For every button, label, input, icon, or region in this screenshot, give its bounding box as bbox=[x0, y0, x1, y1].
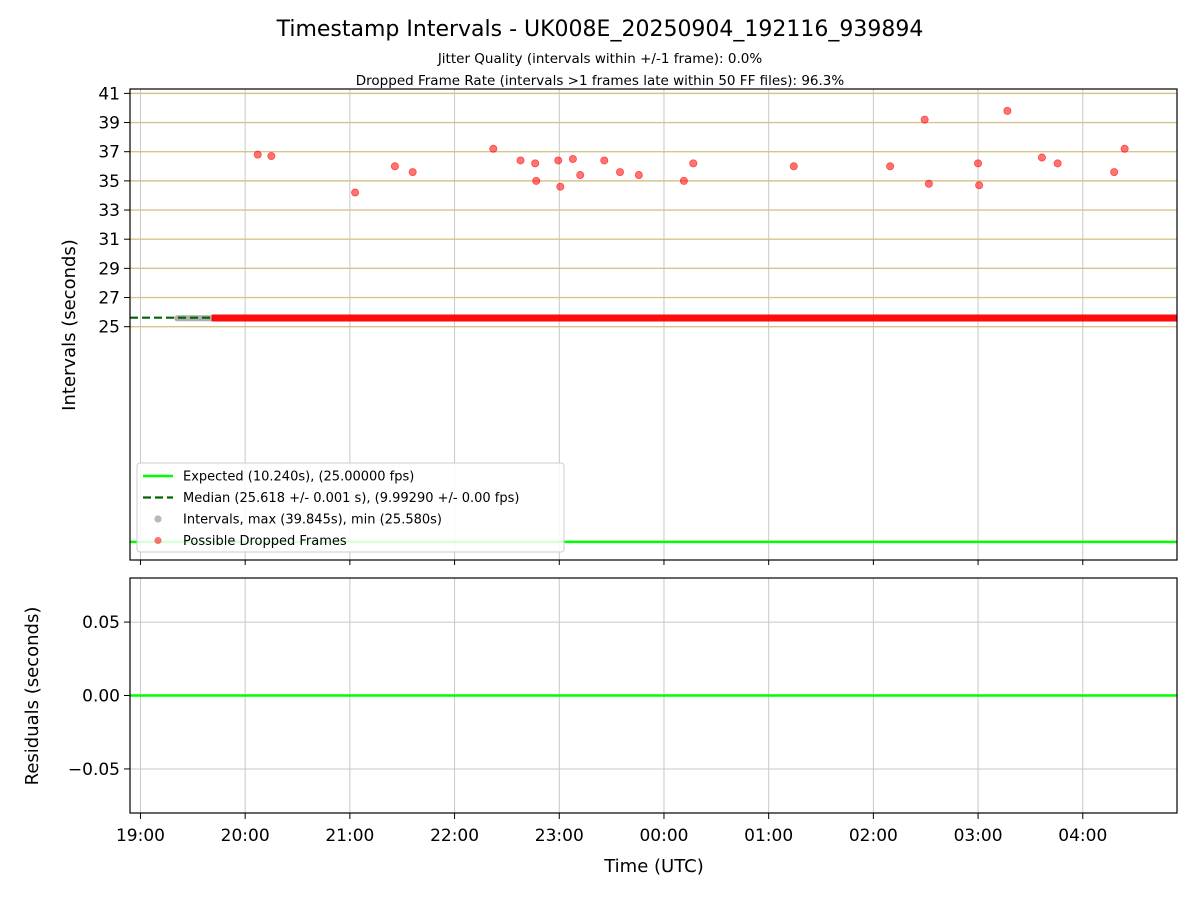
y-tick-label: 39 bbox=[98, 114, 120, 134]
dropped-frame-point bbox=[532, 176, 541, 185]
dropped-frame-point bbox=[1037, 153, 1046, 162]
dropped-frame-point bbox=[554, 156, 563, 165]
residuals-plot: 0.05 0.00 −0.05 19:00 20:00 21:00 22:00 23:00 00… bbox=[68, 577, 1178, 846]
x-tick-label: 21:00 bbox=[325, 826, 374, 846]
dropped-frame-point bbox=[267, 152, 276, 161]
x-tick-label: 01:00 bbox=[744, 826, 793, 846]
dropped-frame-point bbox=[576, 171, 585, 180]
dropped-frame-point bbox=[1053, 159, 1062, 168]
dropped-frame-point bbox=[975, 181, 984, 190]
dropped-frame-point bbox=[679, 176, 688, 185]
dropped-frame-point bbox=[600, 156, 609, 165]
legend-label: Possible Dropped Frames bbox=[183, 534, 347, 549]
dropped-frame-point bbox=[516, 156, 525, 165]
intervals-plot-frame bbox=[129, 88, 1178, 561]
dropped-frame-point bbox=[408, 168, 417, 177]
dropped-frame-point bbox=[531, 159, 540, 168]
dropped-frame-point bbox=[1003, 106, 1012, 115]
dropped-frame-point bbox=[351, 188, 360, 197]
dropped-frame-point bbox=[689, 159, 698, 168]
x-tick-label: 02:00 bbox=[849, 826, 898, 846]
dropped-frame-point bbox=[568, 154, 577, 163]
y-tick-label: −0.05 bbox=[68, 760, 120, 780]
y-tick-label: 41 bbox=[98, 84, 120, 104]
y-tick-label: 25 bbox=[98, 318, 120, 338]
y-tick-label: 29 bbox=[98, 259, 120, 279]
legend-label: Median (25.618 +/- 0.001 s), (9.99290 +/… bbox=[183, 491, 519, 506]
jitter-quality-subtitle: Jitter Quality (intervals within +/-1 fr… bbox=[437, 51, 763, 67]
dropped-frame-point bbox=[974, 159, 983, 168]
x-tick-label: 19:00 bbox=[116, 826, 165, 846]
dropped-frame-point bbox=[920, 115, 929, 124]
y-tick-label: 35 bbox=[98, 172, 120, 192]
intervals-y-axis-label: Intervals (seconds) bbox=[59, 239, 80, 411]
dropped-frame-point bbox=[789, 162, 798, 171]
y-tick-label: 31 bbox=[98, 230, 120, 250]
y-tick-label: 33 bbox=[98, 201, 120, 221]
dropped-frame-point bbox=[634, 171, 643, 180]
dropped-frame-point bbox=[886, 162, 895, 171]
x-tick-label: 20:00 bbox=[221, 826, 270, 846]
chart-title: Timestamp Intervals - UK008E_20250904_19… bbox=[276, 17, 924, 42]
dropped-frame-point bbox=[1110, 168, 1119, 177]
x-axis-label: Time (UTC) bbox=[603, 856, 704, 877]
y-tick-label: 0.00 bbox=[82, 687, 120, 707]
legend-box bbox=[136, 462, 565, 553]
dropped-frame-point bbox=[556, 182, 565, 191]
dropped-frame-point bbox=[615, 168, 624, 177]
legend-label: Expected (10.240s), (25.00000 fps) bbox=[183, 470, 414, 485]
y-tick-label: 27 bbox=[98, 289, 120, 309]
legend-intervals-marker bbox=[154, 515, 162, 523]
intervals-plot: 25 27 29 31 33 35 37 39 41 Expected (10.240s), (2… bbox=[98, 84, 1178, 565]
legend-label: Intervals, max (39.845s), min (25.580s) bbox=[183, 513, 442, 528]
dropped-frame-point bbox=[253, 150, 262, 159]
x-tick-label: 23:00 bbox=[535, 826, 584, 846]
residuals-y-axis-label: Residuals (seconds) bbox=[22, 607, 43, 786]
dropped-frame-point bbox=[924, 179, 933, 188]
x-tick-label: 22:00 bbox=[430, 826, 479, 846]
y-tick-label: 37 bbox=[98, 143, 120, 163]
x-tick-label: 03:00 bbox=[954, 826, 1003, 846]
dropped-frame-point bbox=[390, 162, 399, 171]
legend-dropped-marker bbox=[154, 536, 162, 545]
dropped-frame-rate-subtitle: Dropped Frame Rate (intervals >1 frames … bbox=[356, 73, 845, 89]
y-tick-label: 0.05 bbox=[82, 613, 120, 633]
x-tick-label: 00:00 bbox=[639, 826, 688, 846]
dropped-frame-point bbox=[489, 144, 498, 153]
chart-legend: Expected (10.240s), (25.00000 fps) Median… bbox=[136, 462, 565, 553]
dropped-frame-point bbox=[1120, 144, 1129, 153]
x-tick-label: 04:00 bbox=[1058, 826, 1107, 846]
